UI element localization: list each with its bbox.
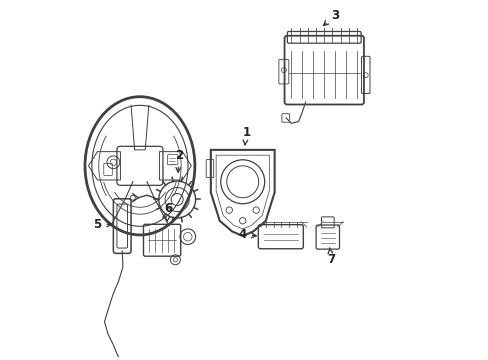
Text: 5: 5 [93, 218, 111, 231]
Text: 3: 3 [323, 9, 338, 26]
Text: 2: 2 [175, 149, 183, 172]
Text: 1: 1 [242, 126, 250, 145]
Text: 6: 6 [164, 202, 172, 221]
Text: 7: 7 [326, 248, 335, 266]
Text: 4: 4 [238, 229, 256, 242]
